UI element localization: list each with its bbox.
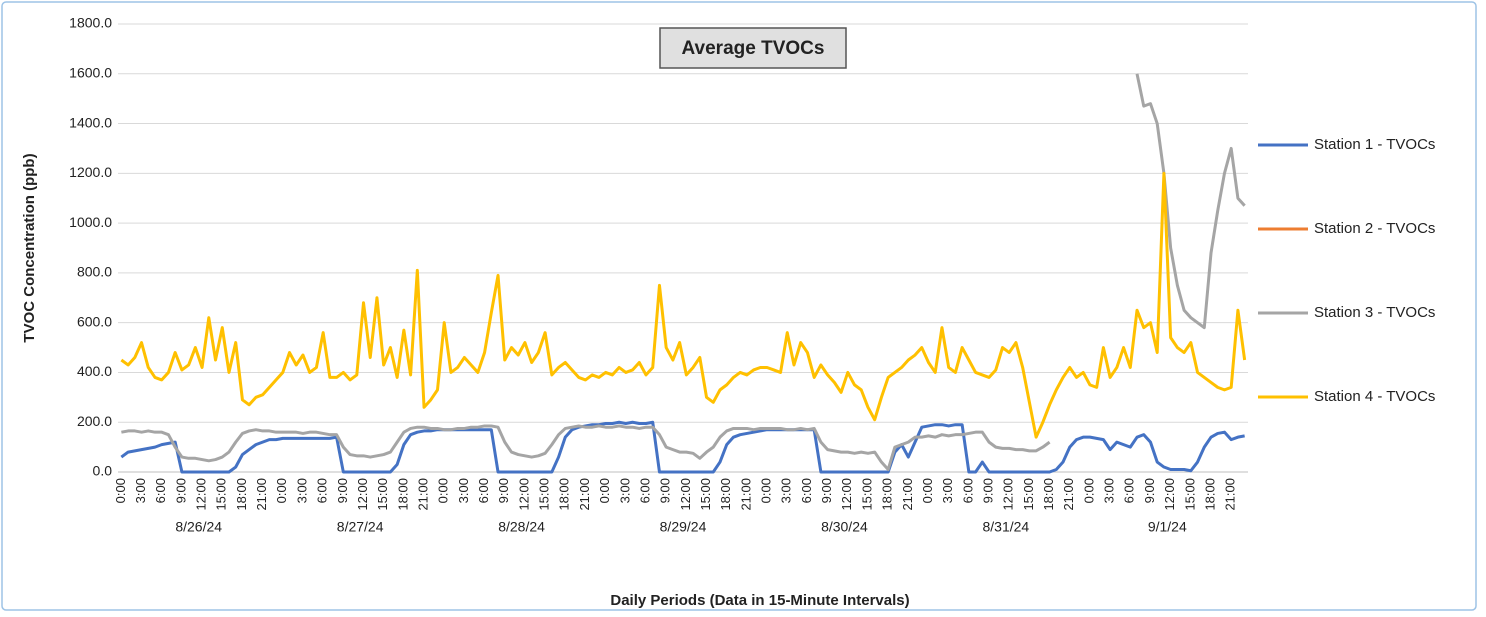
- y-tick-label: 800.0: [77, 264, 112, 280]
- x-tick-label: 9:00: [1142, 478, 1157, 503]
- x-group-label: 8/31/24: [982, 519, 1029, 535]
- x-tick-label: 21:00: [900, 478, 915, 511]
- x-tick-label: 21:00: [738, 478, 753, 511]
- x-tick-label: 18:00: [234, 478, 249, 511]
- x-tick-label: 6:00: [315, 478, 330, 503]
- x-tick-label: 6:00: [799, 478, 814, 503]
- x-tick-label: 21:00: [415, 478, 430, 511]
- x-group-label: 8/30/24: [821, 519, 868, 535]
- x-tick-label: 18:00: [1041, 478, 1056, 511]
- x-tick-label: 6:00: [960, 478, 975, 503]
- x-tick-label: 9:00: [980, 478, 995, 503]
- x-tick-label: 6:00: [153, 478, 168, 503]
- chart-title: Average TVOCs: [682, 38, 825, 59]
- x-tick-label: 12:00: [839, 478, 854, 511]
- x-tick-label: 21:00: [1061, 478, 1076, 511]
- x-tick-label: 6:00: [1122, 478, 1137, 503]
- x-group-label: 8/27/24: [337, 519, 384, 535]
- x-tick-label: 15:00: [375, 478, 390, 511]
- x-tick-label: 6:00: [637, 478, 652, 503]
- x-tick-label: 12:00: [194, 478, 209, 511]
- x-tick-label: 0:00: [920, 478, 935, 503]
- x-tick-label: 18:00: [718, 478, 733, 511]
- x-tick-label: 3:00: [456, 478, 471, 503]
- y-tick-label: 1600.0: [69, 64, 112, 80]
- x-tick-label: 3:00: [940, 478, 955, 503]
- y-tick-label: 0.0: [93, 463, 113, 479]
- legend-label: Station 3 - TVOCs: [1314, 304, 1435, 321]
- x-tick-label: 0:00: [759, 478, 774, 503]
- x-tick-label: 15:00: [214, 478, 229, 511]
- x-tick-label: 3:00: [779, 478, 794, 503]
- x-tick-label: 0:00: [274, 478, 289, 503]
- y-tick-label: 1400.0: [69, 114, 112, 130]
- x-tick-label: 21:00: [577, 478, 592, 511]
- x-tick-label: 18:00: [1202, 478, 1217, 511]
- x-tick-label: 9:00: [819, 478, 834, 503]
- x-tick-label: 9:00: [173, 478, 188, 503]
- x-group-label: 8/28/24: [498, 519, 545, 535]
- x-tick-label: 0:00: [597, 478, 612, 503]
- x-tick-label: 3:00: [294, 478, 309, 503]
- x-tick-label: 15:00: [859, 478, 874, 511]
- legend-label: Station 1 - TVOCs: [1314, 136, 1435, 153]
- x-tick-label: 18:00: [880, 478, 895, 511]
- x-tick-label: 3:00: [617, 478, 632, 503]
- x-tick-label: 3:00: [133, 478, 148, 503]
- x-group-label: 9/1/24: [1148, 519, 1187, 535]
- x-tick-label: 3:00: [1102, 478, 1117, 503]
- x-tick-label: 21:00: [254, 478, 269, 511]
- y-tick-label: 400.0: [77, 363, 112, 379]
- x-axis-title: Daily Periods (Data in 15-Minute Interva…: [610, 592, 909, 609]
- x-tick-label: 21:00: [1223, 478, 1238, 511]
- x-tick-label: 18:00: [557, 478, 572, 511]
- x-tick-label: 6:00: [476, 478, 491, 503]
- y-tick-label: 1800.0: [69, 15, 112, 31]
- title-box: [659, 27, 847, 69]
- x-tick-label: 12:00: [678, 478, 693, 511]
- x-tick-label: 12:00: [1001, 478, 1016, 511]
- x-tick-label: 0:00: [1081, 478, 1096, 503]
- x-tick-label: 9:00: [658, 478, 673, 503]
- x-tick-label: 12:00: [516, 478, 531, 511]
- x-tick-label: 12:00: [1162, 478, 1177, 511]
- x-tick-label: 15:00: [1182, 478, 1197, 511]
- x-tick-label: 15:00: [1021, 478, 1036, 511]
- y-tick-label: 1200.0: [69, 164, 112, 180]
- x-tick-label: 15:00: [537, 478, 552, 511]
- y-axis-title: TVOC Concentration (ppb): [21, 153, 38, 342]
- x-tick-label: 0:00: [436, 478, 451, 503]
- x-tick-label: 0:00: [113, 478, 128, 503]
- series-line: [121, 73, 1246, 472]
- y-tick-label: 600.0: [77, 313, 112, 329]
- x-tick-label: 9:00: [496, 478, 511, 503]
- x-tick-label: 18:00: [395, 478, 410, 511]
- x-group-label: 8/29/24: [660, 519, 707, 535]
- x-tick-label: 9:00: [335, 478, 350, 503]
- series-line: [120, 420, 1245, 474]
- legend-label: Station 4 - TVOCs: [1314, 388, 1435, 405]
- x-tick-label: 15:00: [698, 478, 713, 511]
- y-tick-label: 1000.0: [69, 214, 112, 230]
- x-tick-label: 12:00: [355, 478, 370, 511]
- y-tick-label: 200.0: [77, 413, 112, 429]
- legend-label: Station 2 - TVOCs: [1314, 220, 1435, 237]
- series-line: [120, 171, 1247, 439]
- x-group-label: 8/26/24: [175, 519, 222, 535]
